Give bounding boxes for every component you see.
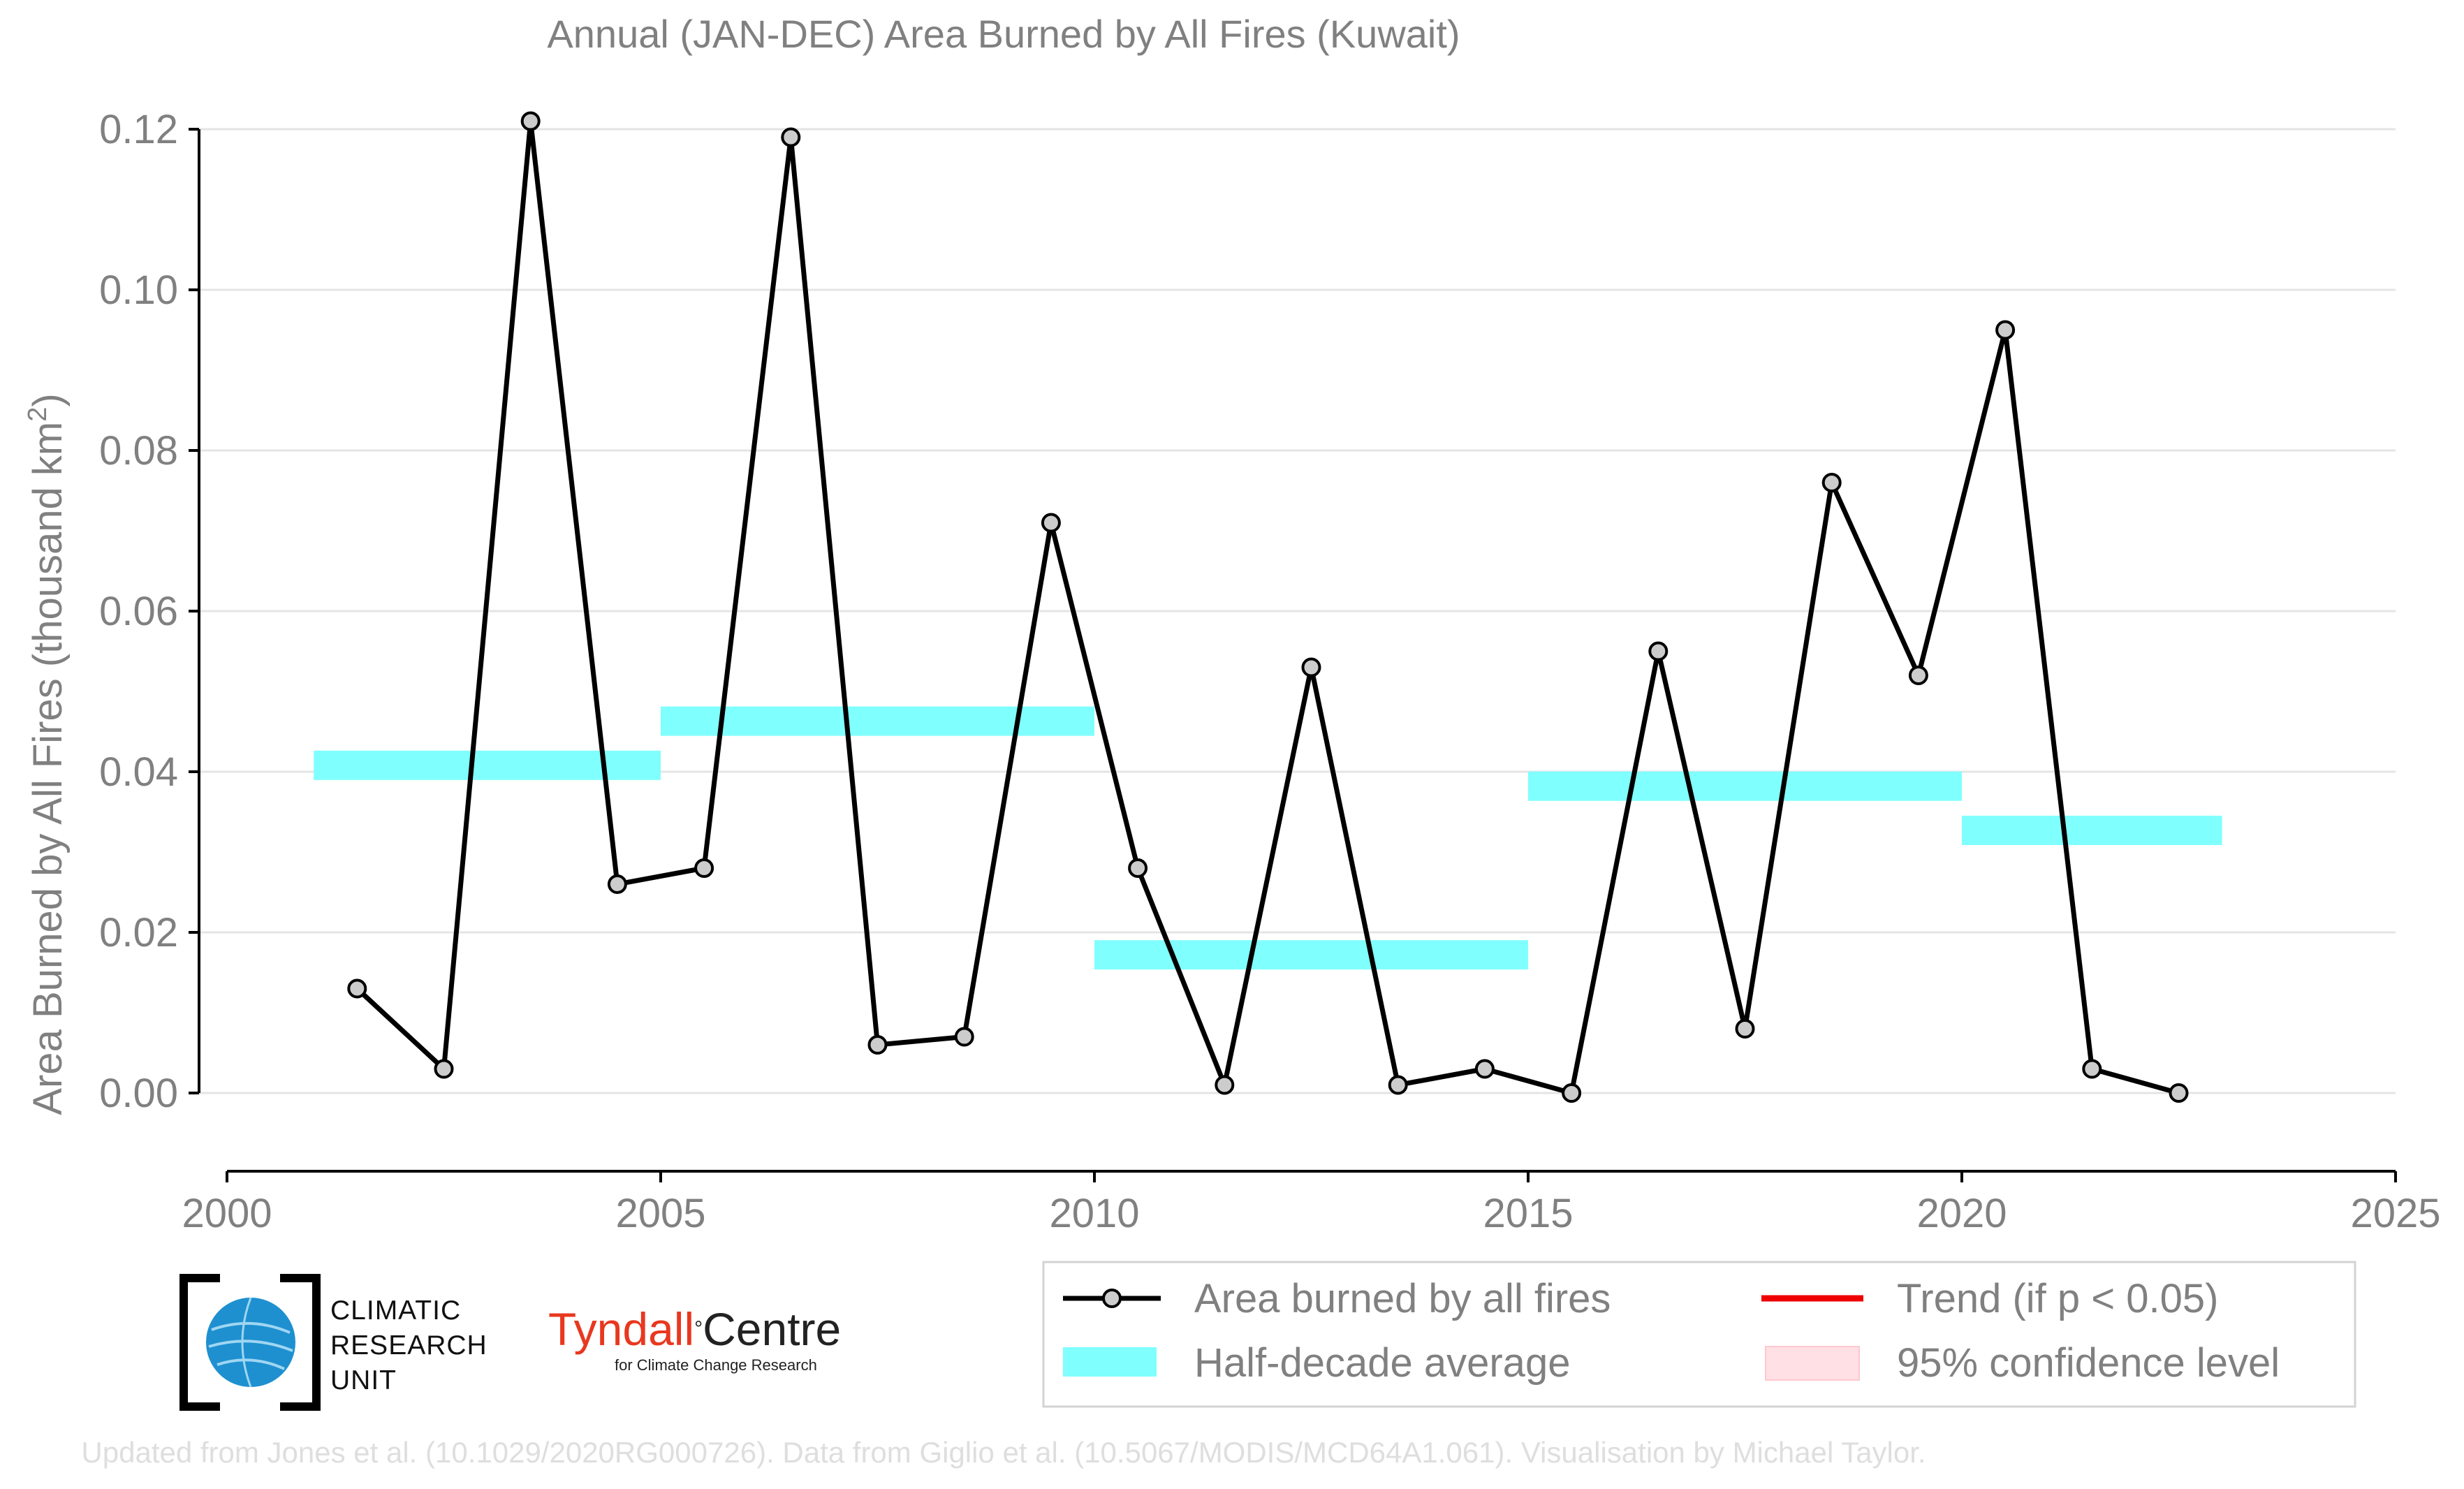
half-decade-average-bar	[1962, 815, 2222, 845]
half-decade-average-bands	[314, 706, 2222, 970]
legend-marker-area-burned	[1102, 1289, 1122, 1308]
tyndall-word: Tyndall	[548, 1303, 695, 1355]
half-decade-average-bar	[314, 750, 661, 780]
data-point	[520, 111, 541, 131]
legend-label-trend: Trend (if p < 0.05)	[1897, 1276, 2218, 1321]
cru-line-2: RESEARCH	[330, 1330, 487, 1360]
legend-label-area-burned: Area burned by all fires	[1194, 1276, 1611, 1321]
legend: Area burned by all fires Trend (if p < 0…	[1042, 1261, 2356, 1408]
y-tick-label: 0.06	[99, 589, 178, 634]
tyndall-centre-word: Centre	[703, 1303, 842, 1355]
data-point	[1995, 320, 2016, 340]
data-point	[954, 1027, 974, 1047]
series-line-area-burned	[355, 119, 2180, 1096]
half-decade-average-bar	[1094, 940, 1528, 970]
legend-swatch-half-decade	[1063, 1347, 1157, 1377]
cru-logo-icon	[179, 1274, 321, 1411]
x-tick-label: 2005	[615, 1191, 705, 1236]
cru-logo-text: CLIMATIC RESEARCH UNIT	[330, 1293, 487, 1398]
data-point	[1908, 666, 1928, 685]
y-axis-label: Area Burned by All Fires (thousand km2)	[23, 393, 71, 1115]
data-point	[2169, 1083, 2189, 1103]
data-point	[867, 1035, 888, 1055]
tyndall-degree: °	[694, 1317, 703, 1340]
footer-credit: Updated from Jones et al. (10.1029/2020R…	[81, 1436, 1926, 1469]
y-tick-label: 0.12	[99, 107, 178, 152]
legend-swatch-confidence	[1765, 1346, 1860, 1381]
legend-label-half-decade: Half-decade average	[1194, 1340, 1570, 1386]
half-decade-average-bar	[661, 706, 1094, 736]
chart-title: Annual (JAN-DEC) Area Burned by All Fire…	[547, 12, 1460, 56]
data-point	[781, 127, 801, 147]
series-area-burned	[347, 111, 2189, 1103]
legend-box	[1042, 1261, 2356, 1408]
data-point	[1215, 1075, 1235, 1095]
x-tick-label: 2010	[1049, 1191, 1139, 1236]
y-tick-label: 0.00	[99, 1071, 178, 1116]
data-point	[607, 874, 627, 894]
data-point	[1041, 513, 1061, 533]
half-decade-average-bar	[1528, 771, 1962, 801]
data-point	[434, 1059, 454, 1079]
data-point	[1301, 657, 1321, 677]
data-point	[1474, 1059, 1495, 1079]
data-point	[347, 978, 367, 999]
legend-label-confidence: 95% confidence level	[1897, 1340, 2280, 1386]
x-tick-label: 2015	[1483, 1191, 1573, 1236]
data-point	[694, 858, 714, 878]
y-tick-label: 0.10	[99, 267, 178, 313]
data-point	[1821, 473, 1842, 492]
cru-line-1: CLIMATIC	[330, 1296, 462, 1326]
tyndall-subtitle: for Climate Change Research	[615, 1356, 817, 1374]
data-point	[1648, 641, 1669, 661]
y-tick-label: 0.04	[99, 749, 178, 795]
data-point	[1388, 1075, 1408, 1095]
logos: CLIMATIC RESEARCH UNIT Tyndall°Centre fo…	[178, 1271, 877, 1418]
y-tick-label: 0.02	[99, 910, 178, 955]
data-point	[2082, 1059, 2102, 1079]
tyndall-centre-logo: Tyndall°Centre for Climate Change Resear…	[548, 1305, 841, 1374]
x-tick-label: 2000	[182, 1191, 272, 1236]
data-point	[1735, 1019, 1755, 1039]
cru-line-3: UNIT	[330, 1365, 397, 1395]
x-tick-label: 2025	[2350, 1191, 2440, 1236]
axes: 0.00 0.02 0.04 0.06 0.08 0.10 0.12 2000 2005 2010…	[99, 107, 2440, 1236]
x-tick-label: 2020	[1916, 1191, 2007, 1236]
data-point	[1128, 858, 1148, 878]
data-point	[1562, 1083, 1582, 1103]
y-tick-label: 0.08	[99, 428, 178, 474]
